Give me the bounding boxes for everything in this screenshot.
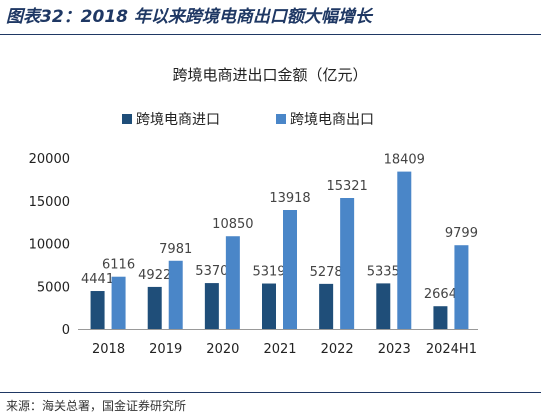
x-tick-label: 2019 [149,342,182,357]
y-tick-label: 0 [62,323,70,338]
y-tick-label: 20000 [29,152,70,167]
bottom-rule [0,392,541,393]
export-bar [454,245,469,329]
import-bar [90,291,105,329]
y-tick-label: 10000 [29,238,70,253]
export-data-label: 10850 [212,217,253,232]
export-bar [225,236,240,329]
export-bar [168,260,183,329]
legend-swatch-2 [276,114,286,124]
x-tick-label: 2020 [206,342,239,357]
import-data-label: 5335 [367,264,400,279]
x-tick-label: 2022 [321,342,354,357]
x-tick-label: 2021 [263,342,296,357]
import-data-label: 5370 [195,264,228,279]
export-bar [340,198,355,329]
export-data-label: 7981 [159,242,192,257]
y-tick-label: 5000 [37,280,70,295]
import-data-label: 5278 [310,265,343,280]
export-data-label: 15321 [326,179,367,194]
import-bar [433,306,448,329]
export-bar [397,171,412,329]
import-bar [319,283,334,329]
import-bar [262,283,276,329]
figure-title: 图表32：2018 年以来跨境电商出口额大幅增长 [6,7,372,27]
x-tick-label: 2018 [92,342,125,357]
import-data-label: 4441 [81,272,114,287]
export-data-label: 9799 [445,226,478,241]
import-bar [376,283,391,329]
x-tick-label: 2024H1 [426,342,477,357]
legend-label-1: 跨境电商进口 [136,112,220,128]
export-bar [111,276,126,329]
x-tick-label: 2023 [378,342,411,357]
export-data-label: 6116 [102,258,135,273]
y-tick-label: 15000 [29,195,70,210]
import-data-label: 2664 [424,287,457,302]
export-bar [283,210,297,329]
source-note: 来源：海关总署，国金证券研究所 [6,399,187,413]
chart-title: 跨境电商进出口金额（亿元） [172,66,367,84]
import-data-label: 4922 [138,268,171,283]
import-bar [147,286,162,329]
export-data-label: 18409 [384,153,425,168]
import-data-label: 5319 [252,265,285,280]
top-rule [0,34,541,35]
export-data-label: 13918 [269,191,310,206]
import-bar [204,283,219,329]
legend-label-2: 跨境电商出口 [290,112,374,128]
legend-swatch-1 [122,114,132,124]
